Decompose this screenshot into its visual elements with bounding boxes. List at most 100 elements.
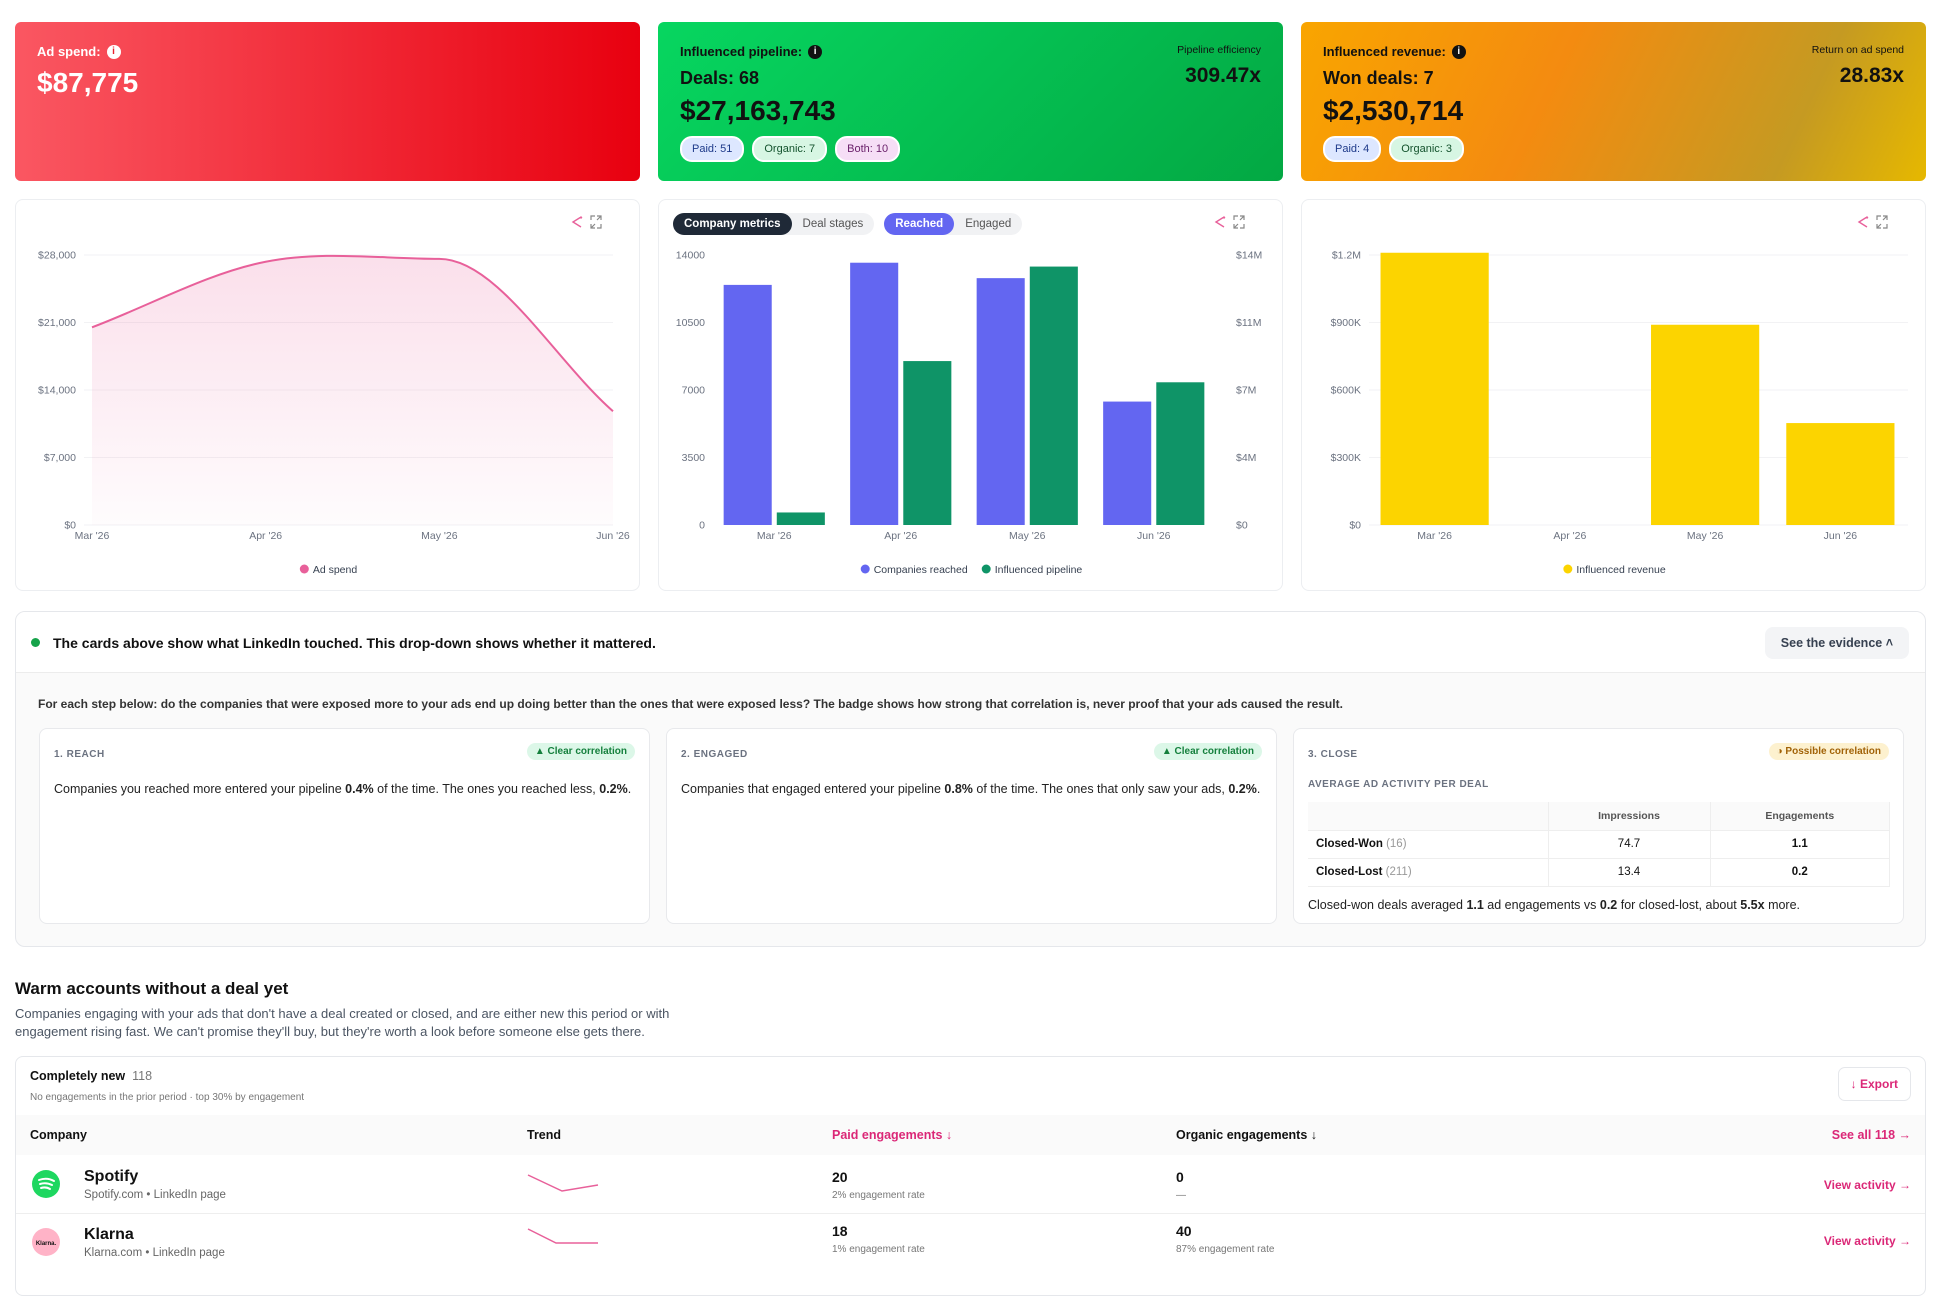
bar bbox=[1380, 252, 1489, 525]
paid-rate: 1% engagement rate bbox=[832, 1244, 925, 1255]
company-sub: Spotify.com • LinkedIn page bbox=[84, 1189, 226, 1201]
x-tick-label: May '26 bbox=[1687, 530, 1724, 542]
company-logo bbox=[32, 1170, 60, 1198]
bar bbox=[1651, 324, 1760, 525]
y-tick-label: 10500 bbox=[676, 317, 705, 329]
y2-tick-label: $14M bbox=[1236, 250, 1262, 262]
text: 0.4% bbox=[345, 782, 374, 796]
page: Dashboard { "kpis": [ {"label": "Ad spen… bbox=[15, 22, 1926, 1296]
legend-label: Influenced pipeline bbox=[995, 564, 1083, 576]
info-icon[interactable]: i bbox=[808, 44, 823, 59]
step-card: 1. REACH ▲ Clear correlation Companies y… bbox=[39, 728, 650, 924]
pills: Paid: 4 Organic: 3 bbox=[1323, 136, 1904, 162]
bar bbox=[1786, 423, 1895, 525]
info-icon[interactable]: i bbox=[1451, 44, 1466, 59]
y-tick-label: $21,000 bbox=[38, 317, 76, 329]
chart-actions[interactable] bbox=[1857, 215, 1888, 229]
table-header: Impressions Engagements bbox=[1308, 802, 1890, 831]
company-name[interactable]: Klarna bbox=[84, 1226, 134, 1243]
bar bbox=[723, 284, 772, 525]
bar bbox=[1029, 266, 1078, 525]
company-name[interactable]: Spotify bbox=[84, 1168, 139, 1185]
legend: Ad spend bbox=[299, 564, 357, 576]
x-tick-label: Jun '26 bbox=[1137, 530, 1171, 542]
paid-value: 18 bbox=[832, 1223, 848, 1239]
text: Companies that engaged entered your pipe… bbox=[681, 782, 945, 796]
table-header: Company Trend Paid engagements ↓ Organic… bbox=[16, 1115, 1925, 1155]
pill: Organic: 7 bbox=[752, 136, 828, 162]
text: to your ads end up doing better than the… bbox=[403, 697, 780, 711]
y2-tick-label: $11M bbox=[1236, 317, 1262, 329]
y-tick-label: $28,000 bbox=[38, 250, 76, 262]
text: 0.2 bbox=[1599, 897, 1618, 912]
tab[interactable]: Company metrics bbox=[673, 213, 792, 235]
cell: 13.4 bbox=[1548, 858, 1711, 887]
logo-text: Klarna. bbox=[36, 1241, 57, 1247]
kpi-value: $2,530,714 bbox=[1323, 95, 1464, 126]
y-tick-label: $600K bbox=[1331, 385, 1361, 397]
group-subtitle: No engagements in the prior period · top… bbox=[30, 1092, 305, 1103]
y-tick-label: 7000 bbox=[682, 385, 706, 397]
bar bbox=[1103, 401, 1152, 525]
x-tick-label: Mar '26 bbox=[757, 530, 792, 542]
x-tick-label: Apr '26 bbox=[1553, 530, 1586, 542]
text: for closed-lost, about bbox=[1617, 897, 1741, 912]
group-title: Completely new 118 bbox=[30, 1069, 152, 1083]
text: of the time. The ones you reached less, bbox=[373, 782, 600, 796]
header-cell bbox=[1308, 802, 1549, 831]
see-all-link[interactable]: See all 118 → bbox=[1831, 1128, 1911, 1142]
info-icon[interactable]: i bbox=[106, 44, 121, 59]
pill: Both: 10 bbox=[835, 136, 901, 162]
header-cell: Impressions bbox=[1548, 802, 1711, 831]
text: more. bbox=[1764, 897, 1801, 912]
step-card: 2. ENGAGED ▲ Clear correlation Companies… bbox=[666, 728, 1277, 924]
pill: Organic: 3 bbox=[1389, 136, 1464, 162]
tab[interactable]: Deal stages bbox=[802, 218, 864, 230]
x-tick-label: Apr '26 bbox=[884, 530, 917, 542]
metric-label: Return on ad spend bbox=[1811, 44, 1904, 56]
count: (211) bbox=[1385, 866, 1412, 878]
share-icon bbox=[1857, 216, 1869, 228]
chart-actions[interactable] bbox=[571, 215, 602, 229]
view-activity-link[interactable]: View activity → bbox=[1823, 1178, 1911, 1192]
table-row: Closed-Lost (211) 13.4 0.2 bbox=[1308, 858, 1890, 887]
legend-swatch bbox=[1563, 564, 1573, 574]
legend-swatch bbox=[299, 564, 309, 574]
kpi-value: $27,163,743 bbox=[680, 95, 836, 126]
badge: ▲ Clear correlation bbox=[1153, 743, 1262, 760]
column-header[interactable]: Paid engagements ↓ bbox=[832, 1128, 953, 1142]
text: of the time. The ones that only saw your… bbox=[972, 782, 1229, 796]
activity-table: Impressions Engagements Closed-Won (16) 74… bbox=[1308, 802, 1890, 887]
kpi-label: Influenced revenue: bbox=[1323, 44, 1446, 59]
x-tick-label: Mar '26 bbox=[75, 530, 110, 542]
bar bbox=[976, 278, 1025, 525]
export-button[interactable]: ↓ Export bbox=[1837, 1067, 1911, 1101]
view-activity-link[interactable]: View activity → bbox=[1823, 1234, 1911, 1248]
tab[interactable]: Reached bbox=[884, 213, 955, 235]
text: 1.1 bbox=[1466, 897, 1484, 912]
chart-actions[interactable] bbox=[1214, 215, 1245, 229]
kpi-label-row: Influenced pipeline: i bbox=[680, 44, 1261, 59]
text: . bbox=[1256, 782, 1261, 796]
kpi-label: Influenced pipeline: bbox=[680, 44, 803, 59]
company-logo: Klarna. bbox=[32, 1228, 60, 1256]
kpi-card: Influenced pipeline: i Deals: 68 $27,163,… bbox=[658, 22, 1283, 181]
column-header[interactable]: Organic engagements ↓ bbox=[1176, 1128, 1318, 1142]
legend: Companies reached Influenced pipeline bbox=[860, 564, 1083, 576]
expand-icon bbox=[1233, 215, 1245, 229]
tab[interactable]: Engaged bbox=[965, 218, 1012, 230]
status-dot bbox=[31, 638, 40, 647]
chart-card: 0 3500 7000 10500 14000 $0 $4M $7M $11M $14M Mar '… bbox=[658, 199, 1283, 591]
pill: Paid: 51 bbox=[680, 136, 745, 162]
kpi-label-row: Ad spend: i bbox=[37, 44, 618, 59]
table-row: Spotify Spotify.com • LinkedIn page 20 2… bbox=[16, 1157, 1925, 1214]
organic-value: 0 bbox=[1176, 1169, 1184, 1185]
x-tick-label: May '26 bbox=[1009, 530, 1046, 542]
y-tick-label: 14000 bbox=[676, 250, 705, 262]
kpi-deals: Deals: 68 bbox=[680, 68, 760, 88]
evidence-toggle[interactable]: See the evidence ˄ bbox=[1764, 627, 1909, 659]
expand-icon bbox=[590, 215, 602, 229]
y2-tick-label: $0 bbox=[1236, 520, 1248, 532]
text: Closed-Won bbox=[1316, 838, 1383, 850]
text: Companies engaging with your ads that do… bbox=[15, 1006, 670, 1021]
